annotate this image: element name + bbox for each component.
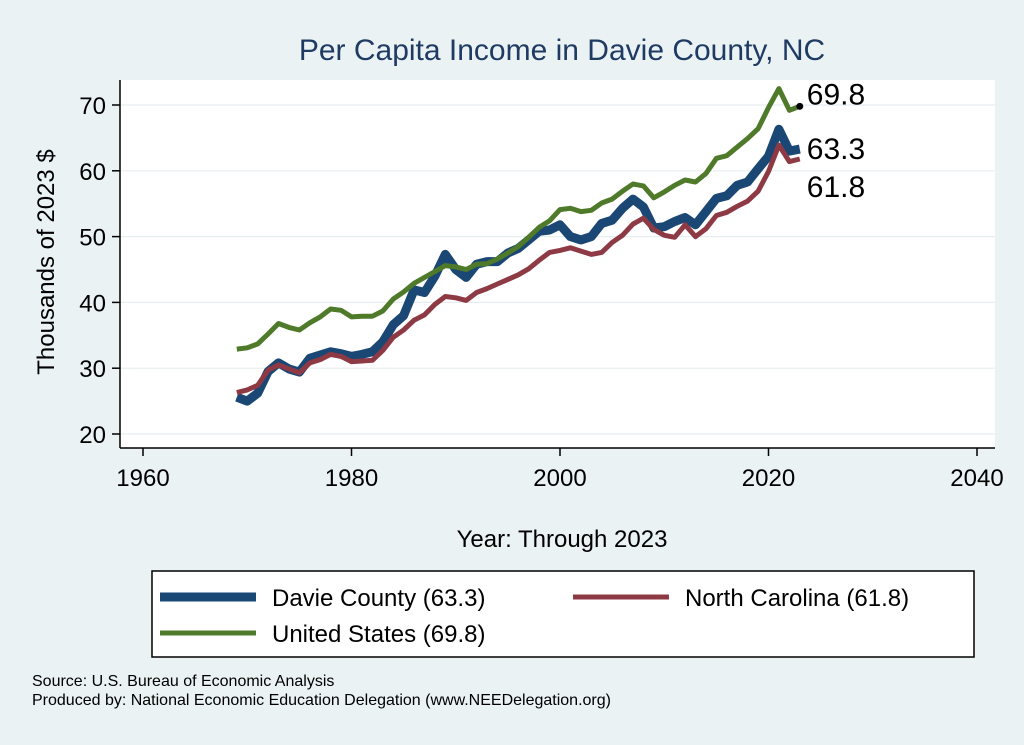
- y-tick-label: 20: [79, 422, 106, 449]
- x-tick-label: 2020: [742, 465, 795, 492]
- end-point-marker: [796, 102, 804, 110]
- y-tick-label: 30: [79, 356, 106, 383]
- legend-label-united-states: United States (69.8): [272, 621, 485, 648]
- x-tick-label: 1980: [325, 465, 378, 492]
- legend-box: [151, 570, 975, 658]
- y-tick-label: 70: [79, 93, 106, 120]
- y-axis-label: Thousands of 2023 $: [33, 149, 60, 375]
- x-tick-label: 2040: [950, 465, 1003, 492]
- end-labels: 63.3 61.8 69.8: [796, 78, 865, 204]
- end-label-north-carolina: 61.8: [807, 171, 865, 204]
- y-tick-label: 40: [79, 290, 106, 317]
- series-line-north-carolina: [236, 142, 801, 395]
- y-tick-label: 50: [79, 225, 106, 252]
- legend-label-davie-county: Davie County (63.3): [272, 585, 485, 612]
- x-tick-label: 1960: [116, 465, 169, 492]
- y-tick-label: 60: [79, 159, 106, 186]
- source-line: Source: U.S. Bureau of Economic Analysis: [32, 673, 335, 690]
- producer-line: Produced by: National Economic Education…: [32, 692, 611, 709]
- axes: 20 30 40 50 60 70 1960 1980 2000 2020 2040: [79, 80, 1004, 492]
- x-tick-label: 2000: [533, 465, 586, 492]
- end-label-united-states: 69.8: [807, 78, 865, 111]
- source-note: Source: U.S. Bureau of Economic Analysis…: [32, 672, 611, 710]
- series-lines: [235, 86, 801, 406]
- x-axis-label: Year: Through 2023: [457, 526, 668, 553]
- legend-label-north-carolina: North Carolina (61.8): [685, 585, 909, 612]
- chart-title: Per Capita Income in Davie County, NC: [299, 34, 825, 67]
- plot-area: [120, 80, 995, 448]
- series-line-united-states: [236, 86, 801, 352]
- end-label-davie-county: 63.3: [807, 133, 865, 166]
- legend: Davie County (63.3) North Carolina (61.8…: [151, 570, 975, 658]
